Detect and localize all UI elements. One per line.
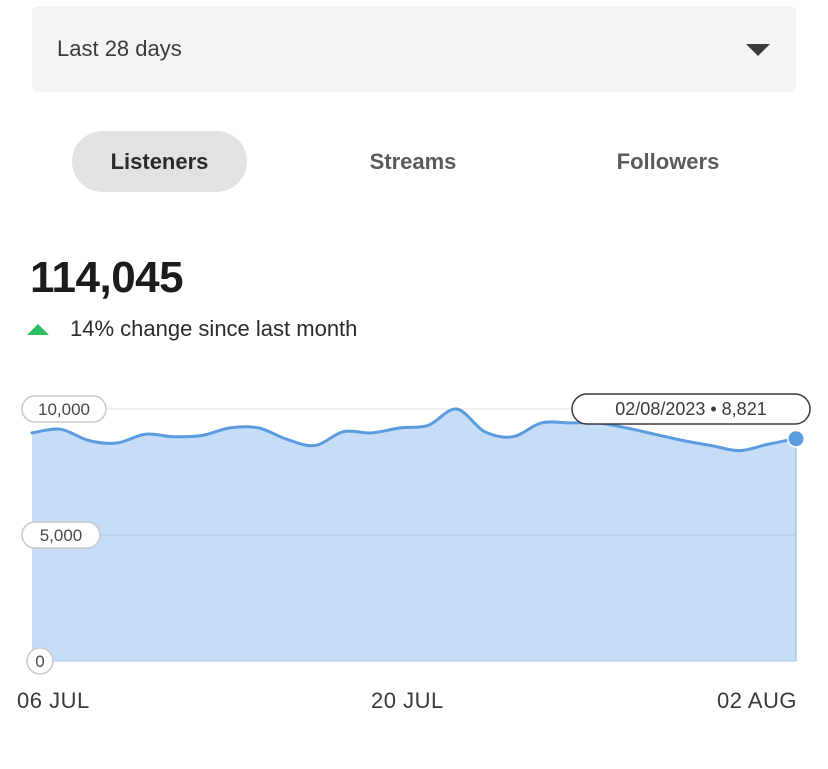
value-tooltip: 02/08/2023 • 8,821 <box>571 393 811 425</box>
date-range-value: Last 28 days <box>57 36 182 61</box>
change-indicator: 14% change since last month <box>27 314 357 344</box>
y-tick-text: 0 <box>35 652 44 671</box>
listeners-chart[interactable]: 10,000 5,000 0 02/08/2023 • 8,821 <box>0 370 828 730</box>
metric-total: 114,045 <box>30 253 184 302</box>
y-tick-text: 5,000 <box>40 526 83 545</box>
tooltip-text: 02/08/2023 • 8,821 <box>615 399 766 419</box>
chevron-down-icon <box>746 44 770 56</box>
date-range-select[interactable]: Last 28 days <box>32 6 796 92</box>
y-tick-text: 10,000 <box>38 400 90 419</box>
y-tick-label: 10,000 <box>21 395 107 423</box>
trend-up-icon <box>27 323 49 335</box>
change-text: 14% change since last month <box>70 316 358 341</box>
y-tick-pill <box>21 521 101 549</box>
x-tick-label: 20 JUL <box>371 688 444 713</box>
y-tick-pill <box>26 647 54 675</box>
tab-streams[interactable]: Streams <box>369 148 457 174</box>
x-tick-label: 06 JUL <box>17 688 90 713</box>
tab-listeners[interactable]: Listeners <box>72 131 247 192</box>
metric-tabs: Listeners Streams Followers <box>0 131 828 192</box>
y-tick-pill <box>21 395 107 423</box>
y-tick-label: 0 <box>26 647 54 675</box>
x-tick-label: 02 AUG <box>717 688 798 713</box>
chart-svg: 10,000 5,000 0 02/08/2023 • 8,821 <box>21 393 811 675</box>
tooltip-pill <box>571 393 811 425</box>
y-tick-label: 5,000 <box>21 521 101 549</box>
last-point <box>788 431 804 447</box>
tab-followers[interactable]: Followers <box>616 148 720 174</box>
series-line <box>30 407 798 453</box>
